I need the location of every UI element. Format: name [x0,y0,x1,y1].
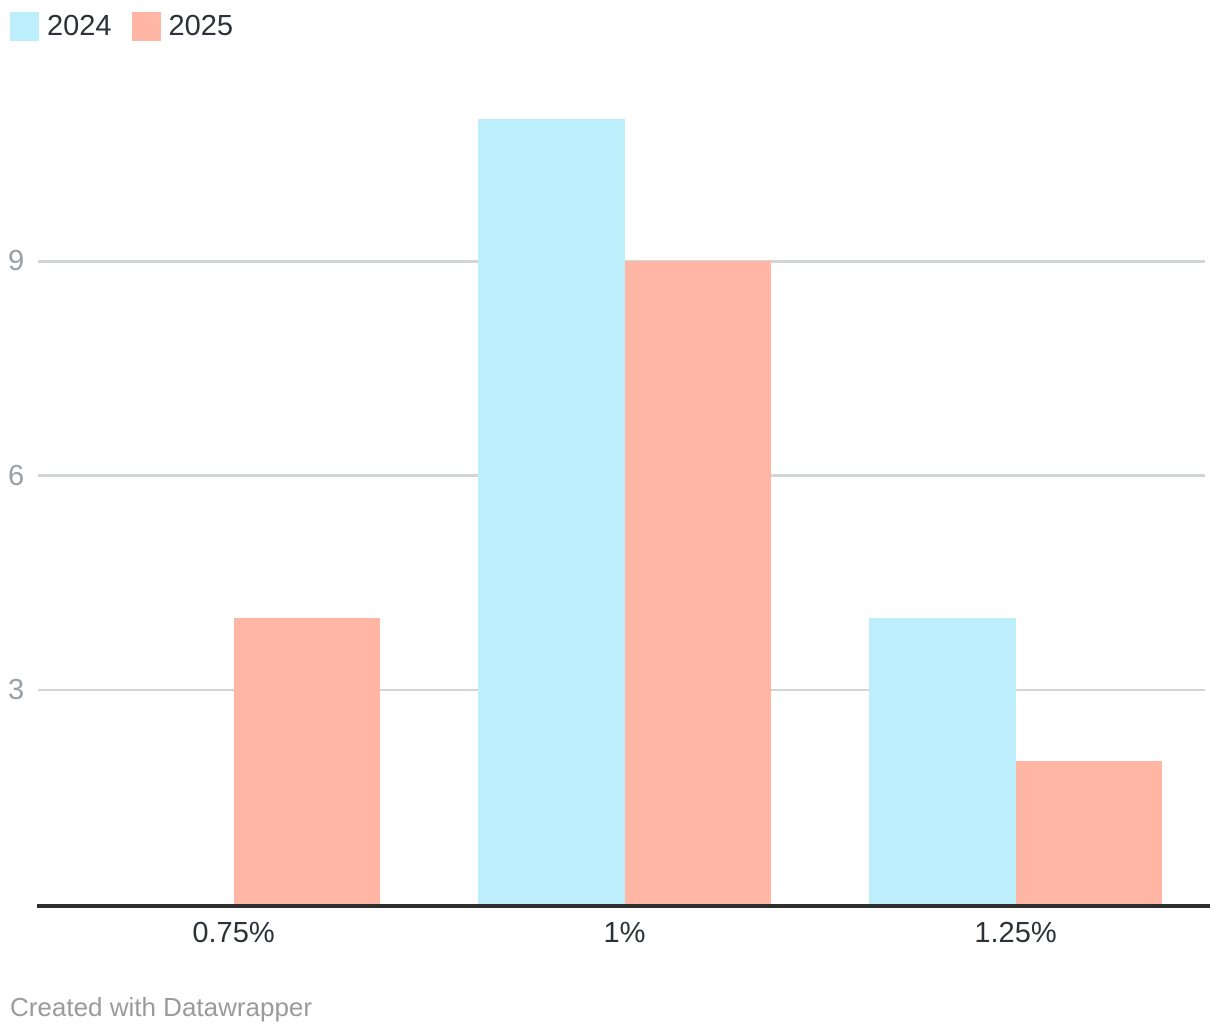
y-tick-label-6: 6 [8,459,25,492]
y-tick-label-3: 3 [8,673,25,706]
x-category-label-0.75%: 0.75% [192,917,275,949]
bar-2025-0.75% [233,618,380,904]
attribution: Created with Datawrapper [10,992,313,1022]
legend-label-2025: 2025 [168,10,234,42]
bar-2025-1.25% [1015,761,1162,904]
legend: 2024 2025 [10,12,233,41]
legend-item-2025: 2025 [131,10,234,42]
legend-label-2024: 2024 [47,10,112,42]
bar-2025-1% [624,261,771,904]
legend-swatch-2025 [131,12,161,41]
x-category-label-1%: 1% [603,917,646,949]
y-tick-label-9: 9 [8,245,25,278]
bar-2024-1.25% [869,618,1016,904]
x-category-label-1.25%: 1.25% [974,917,1057,949]
bar-2024-1% [478,118,625,904]
legend-item-2024: 2024 [10,12,112,41]
legend-swatch-2024 [10,12,39,41]
x-axis-line [37,904,1210,908]
